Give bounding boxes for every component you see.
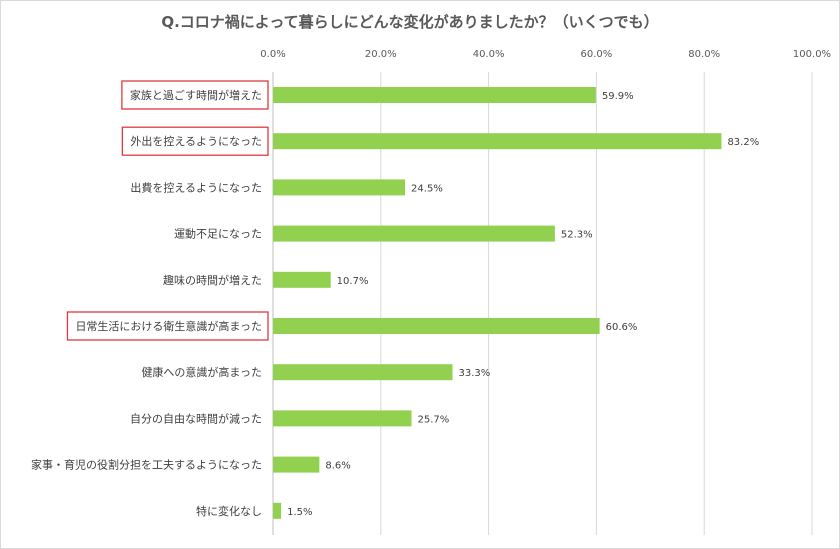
x-tick-label: 100.0% — [793, 49, 831, 60]
bar — [273, 225, 555, 242]
chart-title: Q.コロナ禍によって暮らしにどんな変化がありましたか？（いくつでも） — [161, 13, 658, 31]
highlight-box — [121, 80, 269, 110]
bars — [273, 87, 722, 519]
value-labels: 59.9% 83.2% 24.5% 52.3% 10.7% 60.6% 33.3% 25.7%… — [287, 91, 759, 518]
x-tick-label: 60.0% — [581, 49, 613, 60]
category-label: 自分の自由な時間が減った — [130, 411, 262, 425]
value-label: 25.7% — [418, 414, 450, 425]
x-tick-label: 40.0% — [473, 49, 505, 60]
value-label: 60.6% — [606, 322, 638, 333]
value-label: 1.5% — [287, 507, 312, 518]
highlight-box — [66, 311, 269, 341]
bar — [273, 271, 331, 288]
category-label: 特に変化なし — [196, 504, 262, 518]
category-labels: 家族と過ごす時間が増えた外出を控えるようになった出費を控えるようになった運動不足… — [31, 88, 262, 518]
bar — [273, 318, 600, 334]
category-label: 運動不足になった — [174, 227, 262, 241]
category-label: 出費を控えるようになった — [130, 180, 262, 194]
bar — [273, 410, 412, 427]
bar — [273, 179, 406, 196]
category-label: 健康への意識が高まった — [141, 365, 262, 379]
category-label: 家事・育児の役割分担を工夫するようになった — [31, 458, 262, 472]
bar — [273, 133, 722, 150]
highlight-box — [121, 126, 269, 156]
x-tick-label: 20.0% — [365, 49, 397, 60]
value-label: 83.2% — [727, 137, 759, 148]
value-label: 59.9% — [602, 91, 634, 102]
value-label: 8.6% — [325, 461, 350, 472]
category-label: 家族と過ごす時間が増えた — [130, 88, 262, 102]
value-label: 33.3% — [458, 368, 490, 379]
category-label: 外出を控えるようになった — [130, 134, 262, 148]
bar — [273, 87, 596, 103]
bar — [273, 364, 453, 381]
value-label: 24.5% — [411, 183, 443, 194]
x-axis-ticks: 0.0% 20.0% 40.0% 60.0% 80.0% 100.0% — [260, 49, 831, 60]
value-label: 52.3% — [561, 230, 593, 241]
category-label: 趣味の時間が増えた — [163, 273, 262, 287]
highlight-boxes — [66, 80, 269, 341]
x-tick-label: 0.0% — [260, 49, 285, 60]
x-tick-label: 80.0% — [688, 49, 720, 60]
category-label: 日常生活における衛生意識が高まった — [75, 319, 262, 333]
value-label: 10.7% — [337, 276, 369, 287]
bar — [273, 456, 320, 473]
bar — [273, 502, 282, 519]
